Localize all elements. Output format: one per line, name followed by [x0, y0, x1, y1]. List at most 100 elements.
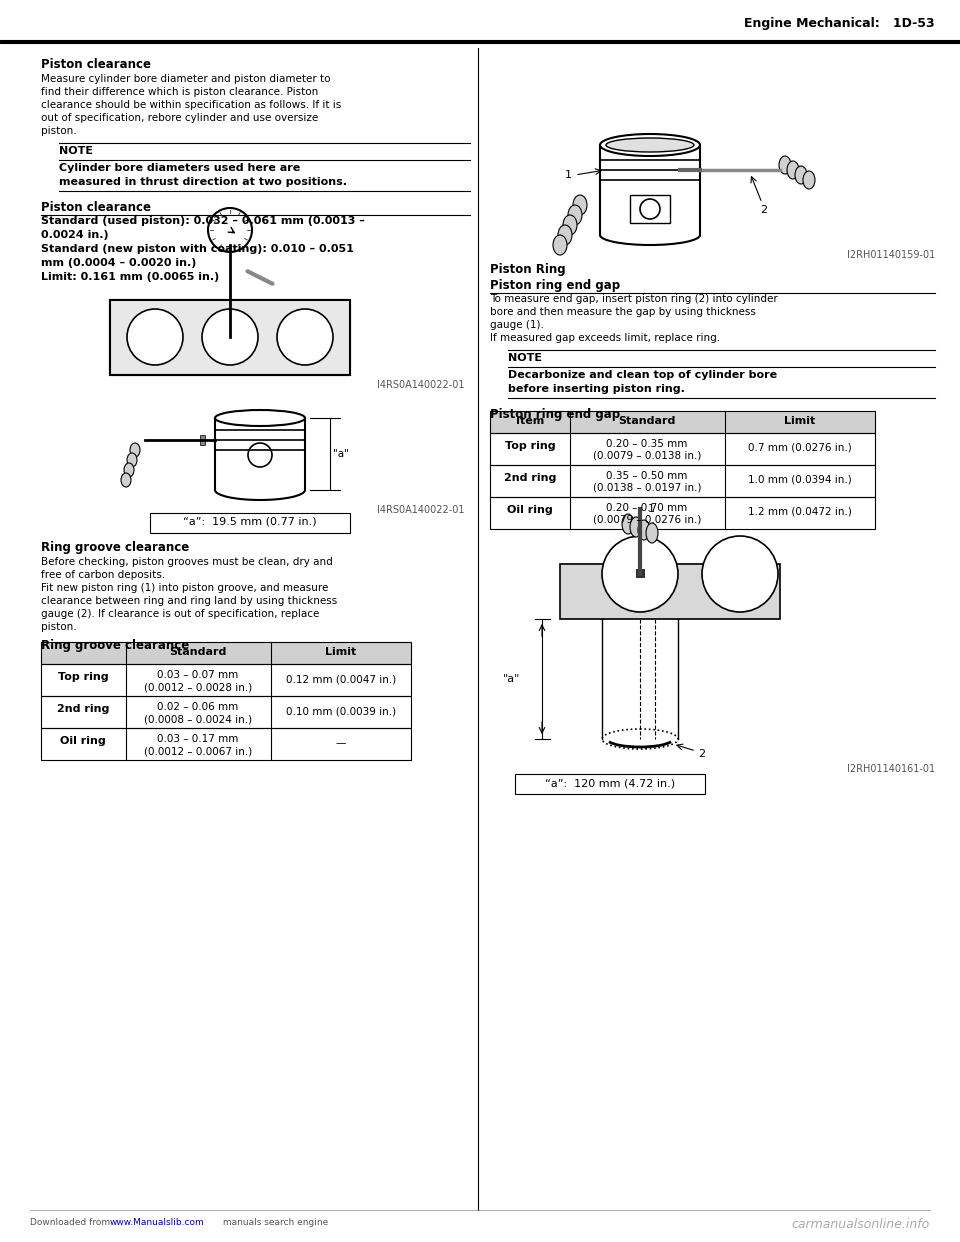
Text: I4RS0A140022-01: I4RS0A140022-01 [377, 380, 465, 390]
Bar [110, 301, 350, 375]
Text: measured in thrust direction at two positions.: measured in thrust direction at two posi… [59, 178, 347, 188]
Bar [515, 774, 705, 794]
Text: 0.10 mm (0.0039 in.): 0.10 mm (0.0039 in.) [286, 705, 396, 715]
Text: Before checking, piston grooves must be clean, dry and: Before checking, piston grooves must be … [41, 556, 333, 568]
Circle shape [277, 309, 333, 365]
Text: Standard (new piston with coating): 0.010 – 0.051: Standard (new piston with coating): 0.01… [41, 243, 354, 255]
Bar [200, 435, 205, 445]
Text: Oil ring: Oil ring [60, 737, 106, 746]
Text: Oil ring: Oil ring [507, 505, 553, 515]
Text: "a": "a" [503, 674, 520, 684]
Ellipse shape [124, 463, 134, 477]
Ellipse shape [215, 410, 305, 426]
Ellipse shape [646, 523, 658, 543]
Bar [490, 411, 875, 433]
Text: gauge (2). If clearance is out of specification, replace: gauge (2). If clearance is out of specif… [41, 609, 320, 619]
Ellipse shape [553, 235, 567, 255]
Bar [636, 569, 644, 578]
Text: 1: 1 [648, 504, 655, 514]
Bar [41, 696, 411, 728]
Ellipse shape [803, 171, 815, 189]
Text: Standard (used piston): 0.032 – 0.061 mm (0.0013 –: Standard (used piston): 0.032 – 0.061 mm… [41, 216, 365, 226]
Bar [490, 433, 875, 465]
Circle shape [640, 199, 660, 219]
Bar [490, 465, 875, 497]
Text: 0.20 – 0.70 mm: 0.20 – 0.70 mm [607, 503, 687, 513]
Circle shape [248, 443, 272, 467]
Text: 0.20 – 0.35 mm: 0.20 – 0.35 mm [607, 438, 687, 450]
Ellipse shape [121, 473, 131, 487]
Text: manuals search engine: manuals search engine [220, 1218, 328, 1227]
Text: Standard: Standard [618, 416, 676, 426]
Text: www.Manualslib.com: www.Manualslib.com [110, 1218, 204, 1227]
Bar [41, 728, 411, 760]
Ellipse shape [127, 453, 137, 467]
Ellipse shape [130, 443, 140, 457]
Text: 1.0 mm (0.0394 in.): 1.0 mm (0.0394 in.) [748, 474, 852, 484]
Text: Top ring: Top ring [58, 672, 108, 682]
Text: find their difference which is piston clearance. Piston: find their difference which is piston cl… [41, 87, 319, 97]
Text: Cylinder bore diameters used here are: Cylinder bore diameters used here are [59, 163, 300, 173]
Circle shape [602, 537, 678, 612]
Ellipse shape [787, 161, 799, 179]
Text: NOTE: NOTE [59, 147, 93, 156]
Text: 0.03 – 0.07 mm: 0.03 – 0.07 mm [157, 669, 239, 681]
Text: “a”:  19.5 mm (0.77 in.): “a”: 19.5 mm (0.77 in.) [183, 517, 317, 527]
Text: Limit: Limit [325, 647, 356, 657]
Text: If measured gap exceeds limit, replace ring.: If measured gap exceeds limit, replace r… [490, 333, 720, 343]
Text: gauge (1).: gauge (1). [490, 320, 544, 330]
Text: Measure cylinder bore diameter and piston diameter to: Measure cylinder bore diameter and pisto… [41, 75, 330, 84]
Ellipse shape [600, 134, 700, 156]
Text: 0.7 mm (0.0276 in.): 0.7 mm (0.0276 in.) [748, 443, 852, 453]
Text: I2RH01140159-01: I2RH01140159-01 [847, 250, 935, 260]
Ellipse shape [630, 517, 642, 537]
Text: Engine Mechanical:   1D-53: Engine Mechanical: 1D-53 [744, 17, 935, 30]
Text: I2RH01140161-01: I2RH01140161-01 [847, 764, 935, 774]
Text: Fit new piston ring (1) into piston groove, and measure: Fit new piston ring (1) into piston groo… [41, 582, 328, 592]
Bar [41, 642, 411, 664]
Text: Piston clearance: Piston clearance [41, 201, 151, 214]
Text: 1.2 mm (0.0472 in.): 1.2 mm (0.0472 in.) [748, 507, 852, 517]
Text: Downloaded from: Downloaded from [30, 1218, 113, 1227]
Text: carmanualsonline.info: carmanualsonline.info [792, 1218, 930, 1231]
Bar [0, 40, 960, 43]
Text: Piston Ring: Piston Ring [490, 263, 565, 276]
Text: Piston clearance: Piston clearance [41, 58, 151, 71]
Ellipse shape [638, 520, 650, 540]
Bar [150, 513, 350, 533]
Text: NOTE: NOTE [508, 353, 542, 363]
Text: 2: 2 [760, 205, 767, 215]
Text: “a”:  120 mm (4.72 in.): “a”: 120 mm (4.72 in.) [545, 777, 675, 787]
Bar [41, 664, 411, 696]
Text: 0.0024 in.): 0.0024 in.) [41, 230, 108, 240]
Ellipse shape [606, 138, 694, 152]
Text: out of specification, rebore cylinder and use oversize: out of specification, rebore cylinder an… [41, 113, 319, 123]
Text: To measure end gap, insert piston ring (2) into cylinder: To measure end gap, insert piston ring (… [490, 294, 778, 304]
Text: "a": "a" [333, 450, 348, 460]
Text: bore and then measure the gap by using thickness: bore and then measure the gap by using t… [490, 307, 756, 317]
Text: (0.0079 – 0.0276 in.): (0.0079 – 0.0276 in.) [593, 515, 701, 525]
Text: Decarbonize and clean top of cylinder bore: Decarbonize and clean top of cylinder bo… [508, 370, 778, 380]
Text: (0.0008 – 0.0024 in.): (0.0008 – 0.0024 in.) [144, 714, 252, 724]
Circle shape [208, 207, 252, 252]
Circle shape [202, 309, 258, 365]
Text: Ring groove clearance: Ring groove clearance [41, 638, 189, 652]
Ellipse shape [779, 156, 791, 174]
Text: 0.02 – 0.06 mm: 0.02 – 0.06 mm [157, 702, 239, 712]
Text: Piston ring end gap: Piston ring end gap [490, 409, 620, 421]
Text: Top ring: Top ring [505, 441, 555, 451]
Text: (0.0079 – 0.0138 in.): (0.0079 – 0.0138 in.) [593, 451, 701, 461]
Text: 0.12 mm (0.0047 in.): 0.12 mm (0.0047 in.) [286, 674, 396, 684]
Bar [630, 195, 670, 224]
Text: free of carbon deposits.: free of carbon deposits. [41, 570, 165, 580]
Text: piston.: piston. [41, 125, 77, 137]
Text: clearance between ring and ring land by using thickness: clearance between ring and ring land by … [41, 596, 337, 606]
Text: Item: Item [516, 416, 544, 426]
Text: Limit: 0.161 mm (0.0065 in.): Limit: 0.161 mm (0.0065 in.) [41, 272, 219, 282]
Ellipse shape [563, 215, 577, 235]
Bar [560, 564, 780, 619]
Circle shape [702, 537, 778, 612]
Text: before inserting piston ring.: before inserting piston ring. [508, 384, 684, 394]
Text: 0.35 – 0.50 mm: 0.35 – 0.50 mm [607, 471, 687, 481]
Ellipse shape [573, 195, 587, 215]
